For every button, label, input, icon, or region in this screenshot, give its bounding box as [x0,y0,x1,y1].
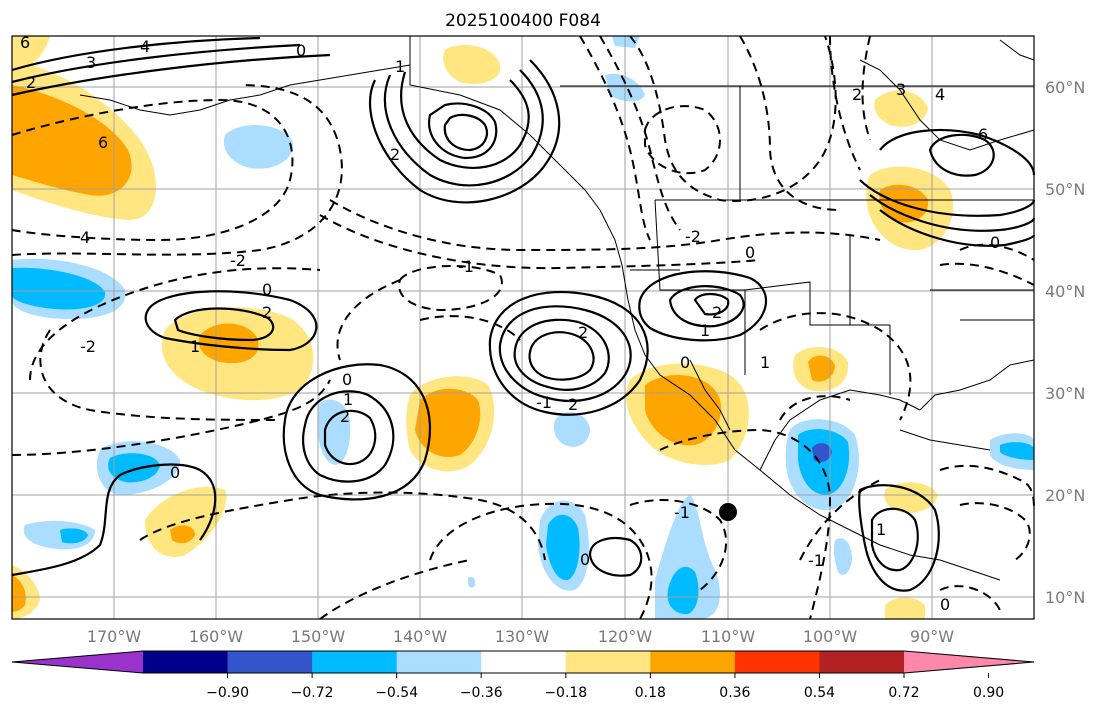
contour-label: 0 [170,463,180,482]
lon-label: 90°W [910,627,954,646]
colorbar-bin [396,651,482,673]
contour-label: 2 [712,303,722,322]
contour-label: 4 [935,85,945,104]
colorbar-tick-label: 0.72 [888,685,919,701]
contour-label: 3 [896,80,906,99]
colorbar-bin [734,651,820,673]
colorbar-bin [227,651,313,673]
contour-label: 6 [20,33,30,52]
lon-label: 100°W [803,627,858,646]
contour-label: 1 [876,520,886,539]
contour-label: -1 [536,393,552,412]
colorbar-extend-high [904,651,1034,673]
colorbar-bin [143,651,229,673]
positive-contours [11,36,1036,592]
contour-label: 0 [680,353,690,372]
lon-label: 150°W [291,627,346,646]
contour-label: 2 [852,85,862,104]
lon-label: 170°W [87,627,142,646]
colorbar-bin [481,651,567,673]
contour-label: 0 [990,233,1000,252]
colorbar-bin [312,651,398,673]
colorbar-bin [819,651,905,673]
contour-labels: 6 4 3 2 0 1 2 6 4 -2 -1 0 2 1 -2 2 0 1 2… [20,33,1000,614]
lat-label: 20°N [1045,486,1085,505]
contour-label: 0 [342,370,352,389]
contour-label: 2 [568,395,578,414]
lon-label: 160°W [189,627,244,646]
contour-label: 2 [262,303,272,322]
colorbar-bin [650,651,736,673]
map-area: 6 4 3 2 0 1 2 6 4 -2 -1 0 2 1 -2 2 0 1 2… [11,33,1036,620]
lon-label: 120°W [598,627,653,646]
contour-label: 1 [760,353,770,372]
contour-label: 2 [578,323,588,342]
colorbar-bin [565,651,651,673]
map-title: 2025100400 F084 [445,11,601,31]
lat-label: 50°N [1045,180,1085,199]
colorbar-tick-label: −0.36 [460,685,503,701]
contour-label: 4 [80,228,90,247]
colorbar-tick-label: 0.54 [804,685,835,701]
lon-label: 110°W [701,627,756,646]
colorbar-tick-label: −0.90 [206,685,249,701]
contour-label: 2 [340,407,350,426]
latitude-labels: 60°N 50°N 40°N 30°N 20°N 10°N [1045,78,1085,607]
contour-label: 1 [395,57,405,76]
lon-label: 140°W [393,627,448,646]
contour-label: -2 [80,337,96,356]
colorbar: −0.90 −0.72 −0.54 −0.36 −0.18 0.18 0.36 0.54 0.7… [11,650,1035,701]
contour-label: 0 [580,550,590,569]
colorbar-tick-label: −0.18 [544,685,587,701]
contour-label: 0 [296,41,306,60]
contour-label: 0 [262,280,272,299]
lon-label: 130°W [495,627,550,646]
colorbar-tick-label: 0.18 [635,685,666,701]
storm-center-marker [719,503,737,521]
contour-label: 2 [26,73,36,92]
coastlines [79,36,1035,581]
contour-label: 0 [745,243,755,262]
colorbar-extend-low [12,651,143,673]
contour-label: 1 [700,321,710,340]
colorbar-tick-label: −0.72 [291,685,334,701]
longitude-labels: 170°W 160°W 150°W 140°W 130°W 120°W 110°… [87,627,954,646]
contour-label: 1 [343,390,353,409]
contour-label: 6 [978,125,988,144]
contour-label: 2 [390,145,400,164]
lat-label: 10°N [1045,588,1085,607]
contour-label: -2 [230,251,246,270]
colorbar-tick-label: 0.90 [973,685,1004,701]
colorbar-tick-label: −0.54 [375,685,418,701]
contour-label: -1 [458,257,474,276]
contour-label: 1 [190,337,200,356]
contour-label: -1 [808,551,824,570]
contour-label: 6 [98,133,108,152]
lat-label: 40°N [1045,282,1085,301]
contour-label: -2 [685,227,701,246]
contour-label: 4 [140,37,150,56]
lat-label: 60°N [1045,78,1085,97]
contour-label: 0 [940,595,950,614]
lat-label: 30°N [1045,384,1085,403]
colorbar-tick-label: 0.36 [719,685,750,701]
negative-contours [11,35,1035,620]
contour-label: -1 [674,503,690,522]
contour-label: 3 [86,53,96,72]
